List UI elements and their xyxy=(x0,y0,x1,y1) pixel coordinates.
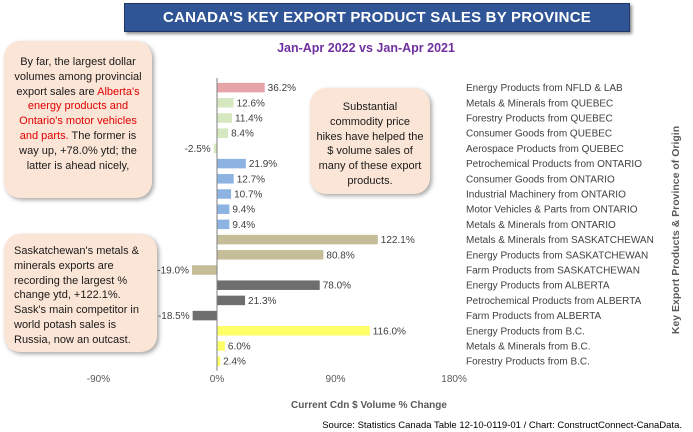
value-label: 21.3% xyxy=(248,296,276,307)
value-label: -19.0% xyxy=(157,266,189,277)
value-label: 12.7% xyxy=(237,174,265,185)
bar xyxy=(217,158,246,169)
value-label: 8.4% xyxy=(231,129,254,140)
bar xyxy=(217,250,324,260)
value-label: -2.5% xyxy=(185,144,211,155)
category-label: Forestry Products from B.C. xyxy=(466,357,590,368)
callout-text: By far, the largest dollar volumes among… xyxy=(14,56,142,98)
category-label: Farm Products from SASKATCHEWAN xyxy=(466,266,640,277)
bar xyxy=(217,219,230,230)
callout-commodity-prices: Substantial commodity price hikes have h… xyxy=(310,88,430,194)
bar xyxy=(217,98,234,108)
value-label: 6.0% xyxy=(228,342,251,353)
bar xyxy=(217,280,320,290)
value-label: 10.7% xyxy=(234,190,262,201)
category-label: Aerospace Products from QUEBEC xyxy=(466,144,624,155)
category-label: Petrochemical Products from ONTARIO xyxy=(466,159,642,170)
chart-subtitle: Jan-Apr 2022 vs Jan-Apr 2021 xyxy=(277,41,455,55)
bar xyxy=(217,174,234,184)
bar xyxy=(217,113,233,123)
bar xyxy=(217,341,225,351)
category-label: Energy Products from ALBERTA xyxy=(466,281,610,292)
value-label: 9.4% xyxy=(232,205,255,216)
y-axis-title: Key Export Products & Province of Origin xyxy=(670,125,682,335)
callout-highlight: Alberta's energy products and Ontario's … xyxy=(19,85,140,142)
category-label: Motor Vehicles & Parts from ONTARIO xyxy=(466,205,638,216)
value-label: 21.9% xyxy=(249,159,277,170)
bar xyxy=(192,310,217,321)
x-tick-label: 0% xyxy=(210,374,225,385)
x-tick-label: 90% xyxy=(326,374,346,385)
category-label: Metals & Minerals from ONTARIO xyxy=(466,220,616,231)
category-label: Energy Products from B.C. xyxy=(466,326,585,337)
bar xyxy=(217,82,265,93)
x-axis-title: Current Cdn $ Volume % Change xyxy=(291,400,447,411)
bar xyxy=(217,295,246,306)
bar xyxy=(217,204,230,214)
category-label: Metals & Minerals from QUEBEC xyxy=(466,98,613,109)
value-label: 11.4% xyxy=(235,114,263,125)
category-label: Forestry Products from QUEBEC xyxy=(466,114,613,125)
bar xyxy=(213,143,217,154)
category-label: Metals & Minerals from SASKATCHEWAN xyxy=(466,235,654,246)
chart-title: CANADA'S KEY EXPORT PRODUCT SALES BY PRO… xyxy=(124,3,630,32)
callout-text: The former is way up, +78.0% ytd; the la… xyxy=(19,129,137,172)
bar xyxy=(191,265,217,275)
value-label: 78.0% xyxy=(323,281,351,292)
category-label: Consumer Goods from QUEBEC xyxy=(466,129,612,140)
category-label: Energy Products from SASKATCHEWAN xyxy=(466,250,648,261)
value-label: 80.8% xyxy=(326,250,354,261)
x-tick-label: 180% xyxy=(441,374,467,385)
category-label: Petrochemical Products from ALBERTA xyxy=(466,296,642,307)
category-label: Farm Products from ALBERTA xyxy=(466,311,602,322)
source-note: Source: Statistics Canada Table 12-10-01… xyxy=(322,420,682,431)
category-label: Consumer Goods from ONTARIO xyxy=(466,174,615,185)
category-label: Energy Products from NFLD & LAB xyxy=(466,83,623,94)
bar xyxy=(217,189,232,199)
value-label: 36.2% xyxy=(268,83,296,94)
value-label: 116.0% xyxy=(373,326,406,337)
value-label: 122.1% xyxy=(381,235,415,246)
bar xyxy=(217,326,370,336)
value-label: 12.6% xyxy=(237,98,265,109)
value-label: 9.4% xyxy=(232,220,255,231)
value-label: -18.5% xyxy=(158,311,190,322)
x-tick-label: -90% xyxy=(87,374,110,385)
value-label: 2.4% xyxy=(223,357,246,368)
bar xyxy=(217,128,229,138)
category-label: Industrial Machinery from ONTARIO xyxy=(466,190,626,201)
bar xyxy=(217,356,221,366)
category-label: Metals & Minerals from B.C. xyxy=(466,342,590,353)
callout-saskatchewan: Saskatchewan's metals & minerals exports… xyxy=(4,234,157,352)
bar xyxy=(217,234,378,245)
callout-largest-volumes: By far, the largest dollar volumes among… xyxy=(4,41,152,198)
